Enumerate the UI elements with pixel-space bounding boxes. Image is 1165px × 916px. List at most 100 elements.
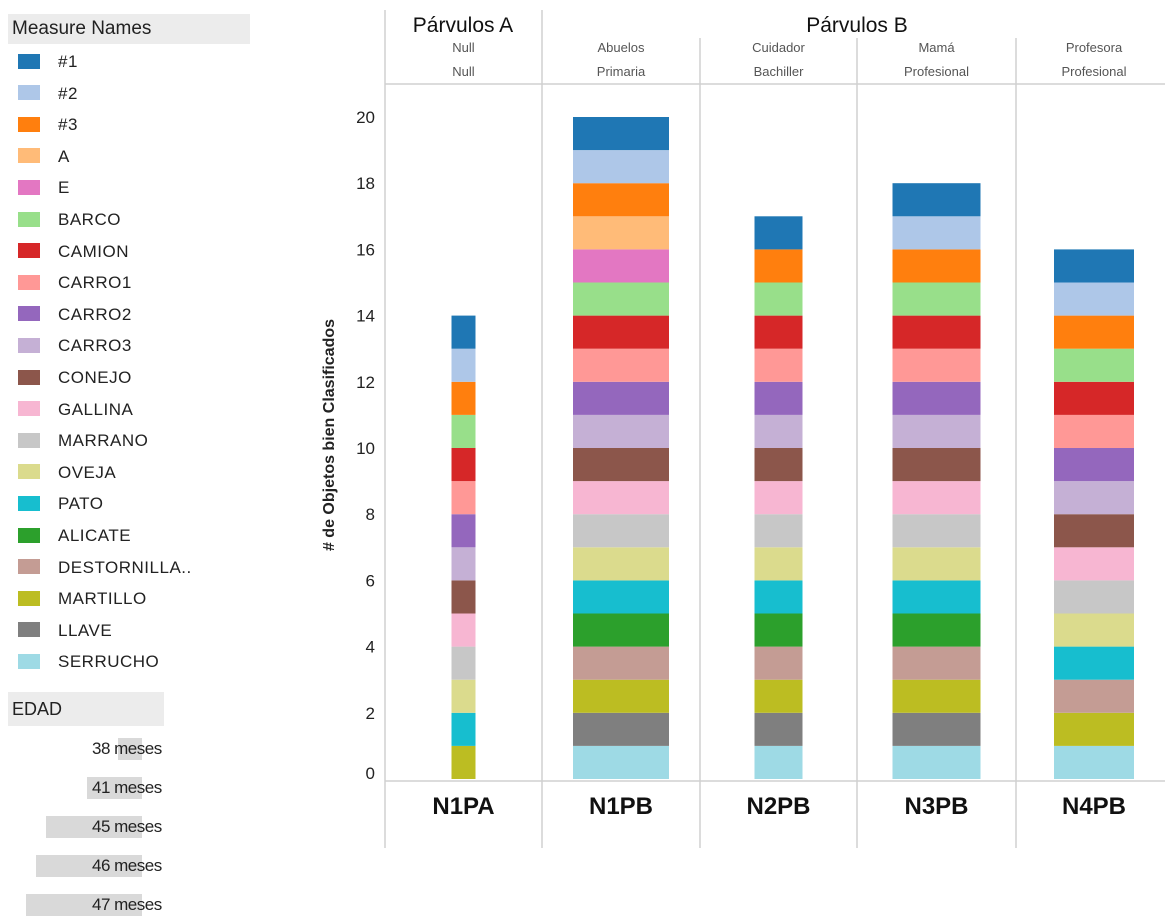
bar-segment[interactable] [1054, 679, 1134, 713]
legend-item[interactable]: SERRUCHO [18, 648, 159, 676]
legend-item[interactable]: #3 [18, 111, 78, 139]
bar-segment[interactable] [573, 580, 669, 614]
legend-item[interactable]: #1 [18, 48, 78, 76]
legend-item[interactable]: GALLINA [18, 396, 133, 424]
legend-item[interactable]: LLAVE [18, 617, 112, 645]
bar-segment[interactable] [573, 183, 669, 217]
bar-segment[interactable] [754, 580, 803, 614]
bar-segment[interactable] [451, 348, 476, 382]
bar-segment[interactable] [892, 613, 981, 647]
bar-segment[interactable] [754, 216, 803, 250]
bar-segment[interactable] [1054, 282, 1134, 316]
bar-segment[interactable] [892, 381, 981, 415]
bar-segment[interactable] [892, 481, 981, 515]
bar-segment[interactable] [573, 712, 669, 746]
bar-segment[interactable] [1054, 448, 1134, 482]
bar-segment[interactable] [1054, 414, 1134, 448]
edad-legend-item[interactable]: 45 meses [0, 816, 165, 838]
bar-segment[interactable] [1054, 348, 1134, 382]
bar-segment[interactable] [1054, 481, 1134, 515]
bar-segment[interactable] [754, 547, 803, 581]
edad-legend-item[interactable]: 41 meses [0, 777, 165, 799]
legend-item[interactable]: DESTORNILLA.. [18, 554, 192, 582]
bar-segment[interactable] [573, 348, 669, 382]
bar-segment[interactable] [754, 613, 803, 647]
legend-item[interactable]: A [18, 143, 70, 171]
legend-item[interactable]: OVEJA [18, 459, 116, 487]
bar-segment[interactable] [573, 117, 669, 151]
bar-segment[interactable] [573, 547, 669, 581]
bar-segment[interactable] [573, 679, 669, 713]
bar-segment[interactable] [754, 315, 803, 349]
bar-segment[interactable] [451, 481, 476, 515]
edad-legend-item[interactable]: 46 meses [0, 855, 165, 877]
bar-segment[interactable] [892, 514, 981, 548]
bar-segment[interactable] [754, 448, 803, 482]
legend-item[interactable]: E [18, 174, 70, 202]
bar-segment[interactable] [892, 679, 981, 713]
bar-segment[interactable] [1054, 646, 1134, 680]
bar-segment[interactable] [573, 216, 669, 250]
bar-segment[interactable] [573, 514, 669, 548]
bar-segment[interactable] [1054, 712, 1134, 746]
bar-segment[interactable] [573, 414, 669, 448]
bar-segment[interactable] [573, 150, 669, 184]
bar-segment[interactable] [1054, 580, 1134, 614]
bar-segment[interactable] [754, 514, 803, 548]
bar-segment[interactable] [892, 712, 981, 746]
bar-segment[interactable] [754, 381, 803, 415]
bar-segment[interactable] [573, 613, 669, 647]
legend-item[interactable]: CARRO3 [18, 332, 132, 360]
bar-segment[interactable] [1054, 315, 1134, 349]
bar-segment[interactable] [754, 481, 803, 515]
bar-segment[interactable] [451, 547, 476, 581]
bar-segment[interactable] [1054, 381, 1134, 415]
edad-legend-item[interactable]: 38 meses [0, 738, 165, 760]
bar-segment[interactable] [754, 712, 803, 746]
legend-item[interactable]: CAMION [18, 238, 129, 266]
bar-segment[interactable] [573, 646, 669, 680]
bar-segment[interactable] [892, 249, 981, 283]
bar-segment[interactable] [451, 315, 476, 349]
bar-segment[interactable] [573, 282, 669, 316]
bar-segment[interactable] [754, 282, 803, 316]
bar-segment[interactable] [1054, 745, 1134, 779]
legend-item[interactable]: ALICATE [18, 522, 131, 550]
bar-segment[interactable] [754, 249, 803, 283]
bar-segment[interactable] [892, 745, 981, 779]
bar-segment[interactable] [754, 348, 803, 382]
bar-segment[interactable] [1054, 249, 1134, 283]
bar-segment[interactable] [573, 448, 669, 482]
bar-segment[interactable] [754, 414, 803, 448]
bar-segment[interactable] [451, 414, 476, 448]
legend-item[interactable]: CARRO2 [18, 301, 132, 329]
bar-segment[interactable] [754, 745, 803, 779]
bar-segment[interactable] [1054, 514, 1134, 548]
bar-segment[interactable] [573, 249, 669, 283]
legend-item[interactable]: CONEJO [18, 364, 132, 392]
bar-segment[interactable] [451, 646, 476, 680]
bar-segment[interactable] [451, 679, 476, 713]
bar-segment[interactable] [451, 514, 476, 548]
bar-segment[interactable] [451, 745, 476, 779]
bar-segment[interactable] [892, 282, 981, 316]
legend-item[interactable]: BARCO [18, 206, 121, 234]
legend-item[interactable]: MARTILLO [18, 585, 147, 613]
bar-segment[interactable] [451, 613, 476, 647]
bar-segment[interactable] [1054, 613, 1134, 647]
bar-segment[interactable] [892, 315, 981, 349]
bar-segment[interactable] [892, 414, 981, 448]
bar-segment[interactable] [892, 646, 981, 680]
legend-item[interactable]: #2 [18, 80, 78, 108]
bar-segment[interactable] [892, 580, 981, 614]
bar-segment[interactable] [892, 183, 981, 217]
bar-segment[interactable] [573, 481, 669, 515]
bar-segment[interactable] [754, 646, 803, 680]
bar-segment[interactable] [451, 381, 476, 415]
bar-segment[interactable] [451, 580, 476, 614]
bar-segment[interactable] [1054, 547, 1134, 581]
bar-segment[interactable] [451, 448, 476, 482]
bar-segment[interactable] [573, 745, 669, 779]
bar-segment[interactable] [892, 216, 981, 250]
bar-segment[interactable] [892, 547, 981, 581]
